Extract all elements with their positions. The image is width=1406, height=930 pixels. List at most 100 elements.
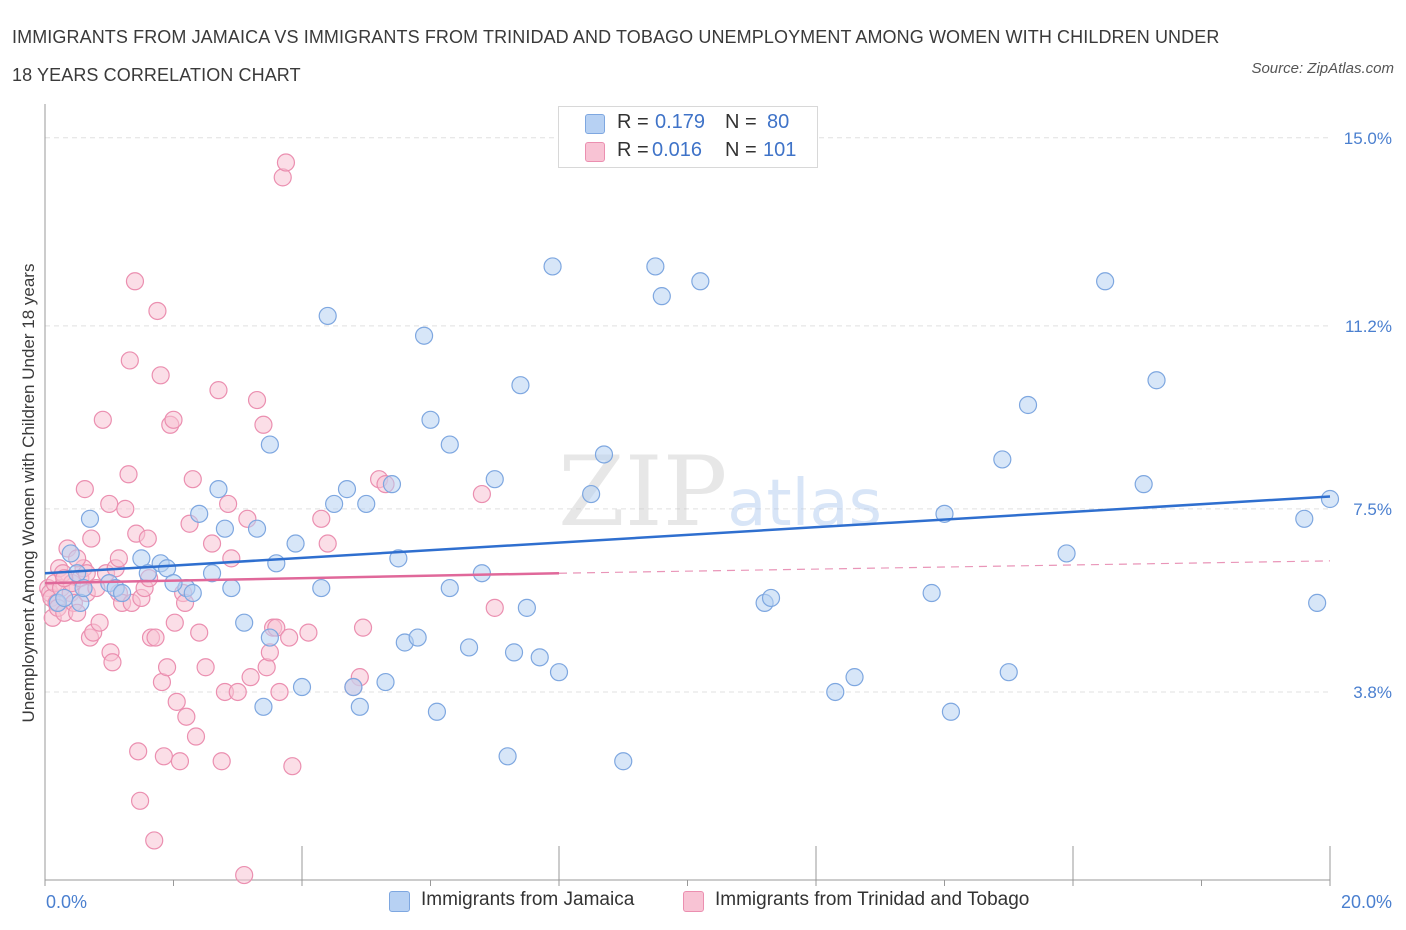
trinidad-point [177,707,196,726]
jamaica-point [71,593,90,613]
trinidad-point [254,415,273,434]
trinidad-point [318,534,337,553]
jamaica-point [209,480,228,499]
trinidad-legend-label: Immigrants from Trinidad and Tobago [715,889,1030,910]
trinidad-point [235,865,254,885]
jamaica-point [260,435,279,454]
jamaica-trend-line [44,495,1331,575]
jamaica-point [254,697,273,716]
jamaica-legend-label: Immigrants from Jamaica [421,889,635,910]
trinidad-point [472,484,491,504]
jamaica-point [235,613,254,632]
r-label: R = [617,139,649,161]
jamaica-point [421,410,440,429]
jamaica-point [614,752,633,771]
trinidad-point [247,390,267,410]
jamaica-point [350,697,369,716]
jamaica-point [318,306,337,326]
correlation-legend: R = 0.179 N = 80 R = 0.016 N = 101 [558,106,818,168]
jamaica-point [440,578,459,598]
trinidad-point [138,529,157,548]
jamaica-point [190,504,209,523]
jamaica-point [691,272,710,291]
axes [44,104,1331,886]
trinidad-points [39,153,504,885]
trinidad-point [241,668,260,687]
trinidad-point [151,366,170,385]
jamaica-point [55,588,74,608]
gridlines [45,137,1330,693]
jamaica-point [646,257,665,276]
jamaica-point [215,519,234,538]
trend-lines [44,495,1331,585]
jamaica-point [164,574,183,593]
trinidad-point [283,757,302,776]
trinidad-point [186,727,206,746]
jamaica-point [517,598,536,617]
jamaica-point [414,326,434,345]
n-label: N = [725,139,757,161]
trinidad-swatch [683,891,704,912]
jamaica-point [382,475,402,494]
jamaica-swatch [585,114,605,134]
jamaica-point [80,509,100,528]
jamaica-point [267,554,286,573]
trinidad-point [202,534,222,553]
y-axis-label: Unemployment Among Women with Children U… [19,264,38,723]
x-tick-label-max: 20.0% [1341,892,1392,912]
trinidad-point [93,410,112,429]
jamaica-point [61,544,80,563]
jamaica-point [292,677,312,697]
jamaica-point [761,588,781,608]
jamaica-point [1147,371,1166,390]
jamaica-point [1320,489,1340,509]
trinidad-r-value: 0.016 [652,139,703,161]
jamaica-point [504,643,524,662]
jamaica-point [1295,509,1314,528]
trinidad-point [125,272,145,291]
jamaica-point [652,287,671,306]
trinidad-trend-extension [558,560,1331,574]
jamaica-point [222,578,241,598]
jamaica-point [376,672,395,692]
trinidad-point [154,747,173,766]
jamaica-point [1057,544,1076,563]
jamaica-point [543,257,562,276]
axis-ticks: 3.8% 7.5% 11.2% 15.0% [1344,129,1392,702]
jamaica-point [845,668,864,687]
jamaica-point [511,376,530,395]
x-tick-label-min: 0.0% [46,892,87,912]
trinidad-point [485,598,504,617]
trinidad-point [129,742,148,761]
jamaica-point [389,549,408,568]
trinidad-point [228,682,247,702]
jamaica-point [357,494,376,514]
jamaica-point [485,470,504,489]
jamaica-point [312,578,331,598]
jamaica-point [530,648,549,667]
jamaica-point [1096,272,1115,291]
jamaica-r-value: 0.179 [655,111,706,133]
trinidad-point [270,682,289,702]
trinidad-point [276,153,296,172]
trinidad-point [312,509,331,528]
jamaica-point [247,519,267,538]
y-tick-label: 3.8% [1353,683,1392,702]
jamaica-point [999,663,1018,682]
trinidad-point [257,658,276,677]
jamaica-point [1308,593,1327,613]
trinidad-point [90,613,109,632]
jamaica-point [183,583,202,603]
trinidad-point [120,351,139,370]
y-tick-label: 15.0% [1344,129,1392,148]
jamaica-point [260,628,279,647]
jamaica-swatch [389,891,410,912]
jamaica-point [74,578,93,598]
trinidad-point [219,494,238,514]
trinidad-point [167,692,186,711]
y-tick-label: 7.5% [1353,500,1392,519]
jamaica-point [440,435,459,454]
chart-title: IMMIGRANTS FROM JAMAICA VS IMMIGRANTS FR… [12,27,1220,85]
trinidad-point [280,628,299,647]
